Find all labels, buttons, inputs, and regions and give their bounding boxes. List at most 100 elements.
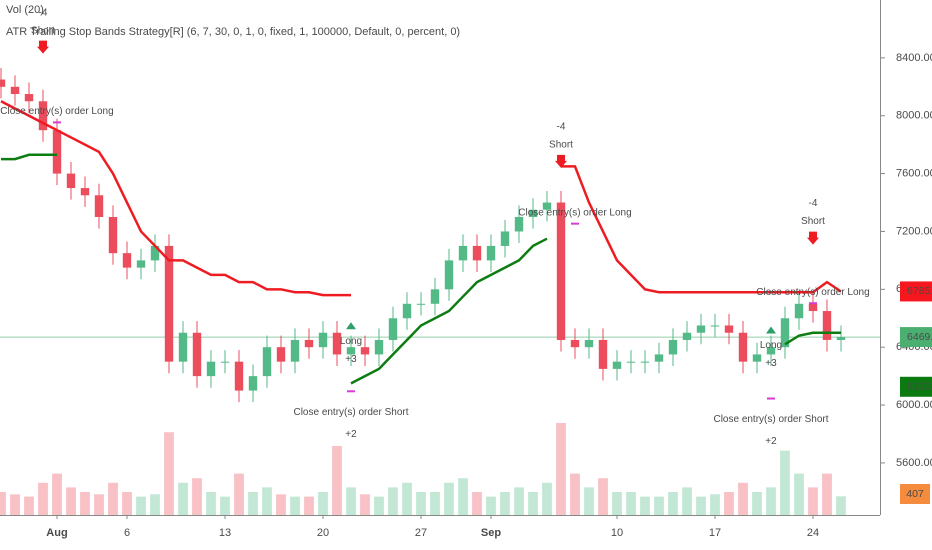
price-badge (900, 376, 932, 397)
candle-body (668, 339, 678, 355)
x-tick-label: 27 (415, 527, 427, 539)
x-tick-label: 24 (807, 527, 819, 539)
volume-bar (752, 492, 762, 515)
candle-body (626, 361, 636, 363)
candle-body (304, 339, 314, 348)
candle-body (80, 188, 90, 196)
volume-bar (276, 494, 286, 515)
exit-marker (571, 222, 579, 225)
price-badge-label: 6469.98 (907, 331, 932, 343)
volume-bar (360, 494, 370, 515)
candle-body (780, 318, 790, 348)
candle-body (66, 173, 76, 189)
volume-bar (486, 496, 496, 515)
candle-body (94, 195, 104, 217)
exit-label: Close entry(s) order Short (293, 407, 408, 418)
candle-body (458, 245, 468, 261)
exit-marker (809, 302, 817, 305)
candle-body (612, 361, 622, 369)
y-tick-label: 8400.00 (896, 52, 932, 64)
chart-title: ATR Trailing Stop Bands Strategy[R] (6, … (6, 26, 460, 38)
stop-band (1, 153, 841, 385)
candle-body (444, 260, 454, 290)
volume-bar (416, 492, 426, 515)
y-tick-label: 8000.00 (896, 110, 932, 122)
candle-body (192, 332, 202, 377)
candle-body (696, 325, 706, 333)
candle-body (360, 347, 370, 355)
volume-bar (766, 487, 776, 515)
y-tick-label: 7200.00 (896, 225, 932, 237)
candle-body (220, 361, 230, 363)
candle-body (738, 332, 748, 362)
x-tick-label: Aug (46, 527, 67, 539)
candle-body (0, 79, 6, 87)
candle-body (794, 303, 804, 319)
x-tick-label: 10 (611, 527, 623, 539)
x-tick-label: 13 (219, 527, 231, 539)
candle-body (248, 376, 258, 391)
y-tick-label: 5600.00 (896, 457, 932, 469)
volume-bar (248, 492, 258, 515)
volume-bar (780, 450, 790, 515)
candle-body (556, 202, 566, 340)
candle-body (10, 86, 20, 95)
candle-body (514, 216, 524, 232)
volume-bar (710, 494, 720, 515)
candle-body (710, 325, 720, 327)
volume-bar (822, 473, 832, 515)
volume-bar (38, 482, 48, 515)
volume-bar (304, 496, 314, 515)
signal-qty: +3 (765, 358, 777, 369)
volume-bar (164, 432, 174, 515)
signal-arrow (555, 154, 567, 168)
exit-label: Close entry(s) order Long (518, 207, 631, 218)
candle-body (276, 347, 286, 362)
candle-body (150, 245, 160, 261)
plot (0, 40, 880, 515)
exit-label: Close entry(s) order Long (756, 287, 869, 298)
signal-arrow (807, 231, 819, 245)
signal-label: Long (340, 336, 362, 347)
volume-bar (598, 478, 608, 515)
signal-qty: -4 (809, 198, 818, 209)
candle-body (528, 209, 538, 217)
volume-bar (654, 496, 664, 515)
signal-label: Short (801, 216, 825, 227)
candle-body (24, 94, 34, 102)
candle-body (766, 347, 776, 355)
candle-body (388, 318, 398, 340)
volume-bar (234, 473, 244, 515)
volume-bar (66, 487, 76, 515)
volume-bar (192, 478, 202, 515)
volume-bar (10, 494, 20, 515)
volume-bar (430, 492, 440, 515)
volume-badge-label: 407 (906, 488, 924, 500)
volume-bar (374, 496, 384, 515)
exit-qty: +2 (345, 429, 357, 440)
candle-body (570, 339, 580, 348)
x-tick-label: 20 (317, 527, 329, 539)
candle-body (318, 332, 328, 348)
candle-body (38, 101, 48, 131)
signal-arrow (346, 322, 356, 330)
candle-body (290, 339, 300, 362)
candle-body (52, 130, 62, 174)
volume-bar (52, 473, 62, 515)
candle-body (640, 361, 650, 363)
candle-body (654, 354, 664, 362)
exit-marker (53, 121, 61, 124)
candle-body (486, 245, 496, 261)
exit-marker (347, 390, 355, 393)
volume-bar (514, 487, 524, 515)
volume-bar (346, 487, 356, 515)
volume-bar (0, 492, 6, 515)
volume-bar (500, 492, 510, 515)
stop-band (0, 100, 842, 297)
volume-bar (178, 482, 188, 515)
price-badge (900, 327, 932, 348)
volume-bar (290, 496, 300, 515)
x-tick-label: 6 (124, 527, 130, 539)
candle-body (402, 303, 412, 319)
